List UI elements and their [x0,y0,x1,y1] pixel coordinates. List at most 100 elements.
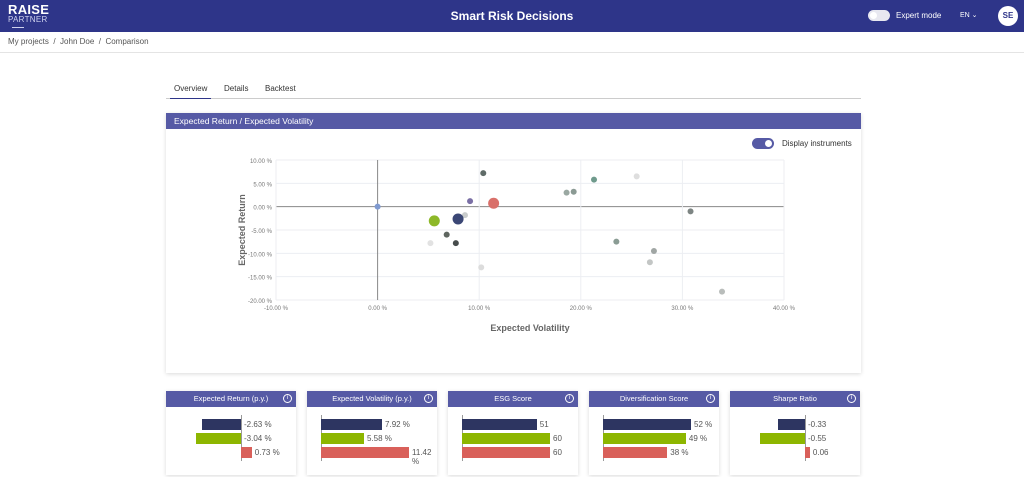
language-select[interactable]: EN ⌄ [960,12,978,19]
info-icon[interactable]: i [706,394,715,403]
metric-card: ESG Score i 51 60 60 [448,391,578,475]
metric-title-bar: Diversification Score i [589,391,719,407]
top-bar: RAISE PARTNER Smart Risk Decisions Expert… [0,0,1024,32]
info-icon[interactable]: i [283,394,292,403]
info-icon[interactable]: i [847,394,856,403]
instrument-point [613,238,620,245]
y-tick-label: -10.00 % [248,252,273,258]
metric-title-bar: Expected Volatility (p.y.) i [307,391,437,407]
x-tick-label: -10.00 % [264,306,289,312]
bar-axis [805,415,806,461]
metric-value: 11.42 % [412,448,432,466]
metric-bar [805,447,810,458]
metric-bar [760,433,805,444]
x-tick-label: 30.00 % [671,306,694,312]
metric-bar [321,419,383,430]
metric-bar [778,419,805,430]
metric-bar [241,447,252,458]
metric-value: -2.63 % [244,420,272,429]
y-tick-label: 5.00 % [253,182,272,188]
metric-bars: -0.33 -0.55 0.06 [730,407,860,475]
x-tick-label: 10.00 % [468,306,491,312]
breadcrumb-separator: / [53,37,56,46]
instrument-point [461,212,468,219]
risk-return-card: Expected Return / Expected Volatility [166,113,861,373]
metric-title: Diversification Score [619,394,689,403]
tab-backtest[interactable]: Backtest [265,84,296,93]
metric-bar [462,419,537,430]
metric-value: 0.73 % [254,448,280,457]
breadcrumb-my-projects[interactable]: My projects [8,37,49,46]
metric-title: Sharpe Ratio [773,394,817,403]
metric-title-bar: Sharpe Ratio i [730,391,860,407]
metric-value: 51 [539,420,549,429]
x-tick-label: 0.00 % [368,306,387,312]
instrument-point [591,176,598,183]
instrument-point [427,240,434,247]
logo-subtext: PARTNER [8,15,48,24]
metric-title-bar: ESG Score i [448,391,578,407]
metric-bar [202,419,241,430]
tab-overview[interactable]: Overview [170,84,212,99]
metric-bar [321,447,409,458]
x-tick-label: 20.00 % [570,306,593,312]
metric-value: 0.06 [812,448,829,457]
metric-value: -3.04 % [244,434,272,443]
info-icon[interactable]: i [424,394,433,403]
metric-bar [603,419,691,430]
instrument-point [687,208,694,215]
instrument-point [478,264,485,271]
breadcrumb-comparison: Comparison [105,37,149,46]
metric-value: 49 % [688,434,708,443]
tab-bar: Overview Details Backtest [166,84,861,99]
metric-bar [462,433,550,444]
metric-title: Expected Volatility (p.y.) [332,394,412,403]
y-tick-label: -5.00 % [251,229,272,235]
bar-axis [241,415,242,461]
breadcrumb-john-doe[interactable]: John Doe [60,37,95,46]
metric-card: Expected Volatility (p.y.) i 7.92 % 5.58 % 1… [307,391,437,475]
metric-bar [603,433,686,444]
divider [0,52,1024,53]
y-tick-label: 0.00 % [253,206,272,212]
portfolio-point [452,213,464,225]
instrument-point [374,203,381,210]
logo[interactable]: RAISE PARTNER [8,3,49,28]
x-tick-label: 40.00 % [773,306,796,312]
avatar[interactable]: SE [998,6,1018,26]
expert-mode-label: Expert mode [896,11,942,20]
display-instruments-toggle[interactable] [752,138,774,149]
instrument-point [452,240,459,247]
metric-title: Expected Return (p.y.) [193,394,269,403]
expert-mode-toggle[interactable] [868,10,890,21]
app-title: Smart Risk Decisions [450,9,574,23]
y-tick-label: -15.00 % [248,276,273,282]
instrument-point [570,188,577,195]
metric-value: 60 [553,434,562,443]
instrument-point [646,259,653,266]
card-title: Expected Return / Expected Volatility [166,113,861,129]
metric-value: 52 % [694,420,713,429]
metric-bars: 7.92 % 5.58 % 11.42 % [307,407,437,475]
metric-value: 7.92 % [385,420,410,429]
metric-title-bar: Expected Return (p.y.) i [166,391,296,407]
metric-bar [603,447,668,458]
logo-text: RAISE [8,2,50,17]
breadcrumb-separator: / [98,37,101,46]
metric-value: 38 % [670,448,689,457]
metric-value: -0.33 [808,420,827,429]
metric-card: Expected Return (p.y.) i -2.63 % -3.04 % 0.7… [166,391,296,475]
instrument-point [443,231,450,238]
info-icon[interactable]: i [565,394,574,403]
metric-bar [462,447,550,458]
y-tick-label: 10.00 % [250,159,273,165]
metric-value: -0.55 [808,434,827,443]
display-instruments-label: Display instruments [782,139,852,148]
x-axis-label: Expected Volatility [490,323,569,333]
metric-bar [321,433,364,444]
breadcrumb: My projects / John Doe / Comparison [8,37,149,46]
instrument-point [650,248,657,254]
metric-bar [196,433,241,444]
tab-details[interactable]: Details [224,84,249,93]
